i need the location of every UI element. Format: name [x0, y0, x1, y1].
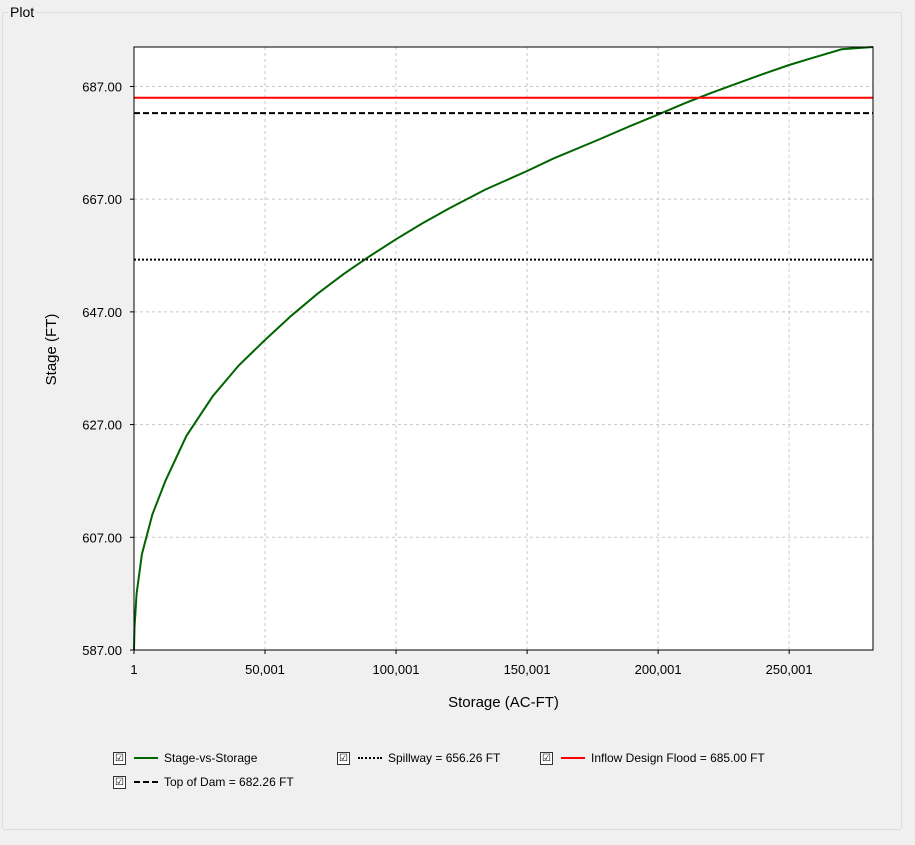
plot-groupbox-title: Plot [8, 4, 37, 20]
y-axis-label: Stage (FT) [43, 314, 60, 386]
x-tick-label: 150,001 [504, 662, 551, 677]
legend-swatch-solid-green [134, 757, 158, 759]
y-tick-label: 607.00 [82, 530, 122, 545]
legend-label: Top of Dam = 682.26 FT [164, 775, 294, 789]
y-tick-label: 627.00 [82, 418, 122, 433]
y-tick-label: 647.00 [82, 305, 122, 320]
legend-checkbox[interactable]: ☑ [540, 751, 553, 765]
y-tick-label: 687.00 [82, 79, 122, 94]
y-tick-label: 587.00 [82, 643, 122, 658]
legend-checkbox[interactable]: ☑ [113, 775, 126, 789]
legend-item-top-of-dam[interactable]: ☑ Top of Dam = 682.26 FT [113, 774, 294, 790]
x-axis-label: Storage (AC-FT) [448, 694, 559, 711]
legend-swatch-dashed-black [134, 781, 158, 783]
legend-item-stage-vs-storage[interactable]: ☑ Stage-vs-Storage [113, 750, 257, 766]
x-tick-label: 100,001 [373, 662, 420, 677]
legend-label: Stage-vs-Storage [164, 751, 258, 765]
series-line-stage-vs-storage [133, 46, 874, 651]
legend-label: Inflow Design Flood = 685.00 FT [591, 751, 765, 765]
plot-border [133, 46, 874, 651]
legend-swatch-dotted-black [358, 757, 382, 759]
legend-item-inflow-design-flood[interactable]: ☑ Inflow Design Flood = 685.00 FT [540, 750, 765, 766]
legend-swatch-solid-red [561, 757, 585, 759]
x-tick-label: 50,001 [245, 662, 285, 677]
x-tick-label: 1 [130, 662, 137, 677]
x-tick-label: 250,001 [766, 662, 813, 677]
y-tick-label: 667.00 [82, 192, 122, 207]
x-tick-label: 200,001 [635, 662, 682, 677]
plot-area [134, 47, 873, 650]
legend-checkbox[interactable]: ☑ [337, 751, 350, 765]
legend-checkbox[interactable]: ☑ [113, 751, 126, 765]
legend-label: Spillway = 656.26 FT [388, 751, 501, 765]
legend-item-spillway[interactable]: ☑ Spillway = 656.26 FT [337, 750, 500, 766]
plot-groupbox [2, 12, 902, 830]
